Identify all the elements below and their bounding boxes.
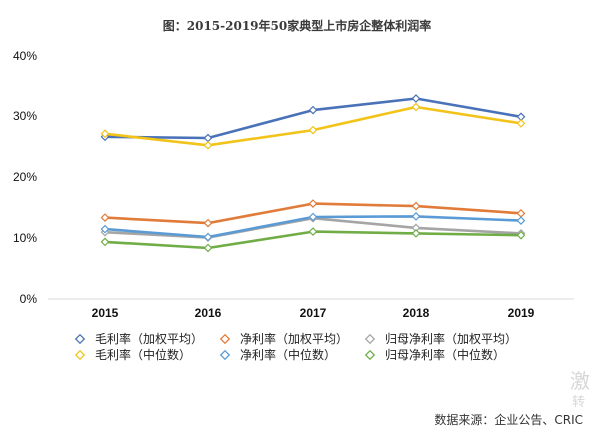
data-point (411, 201, 421, 211)
legend-item: 净利率（加权平均） (219, 331, 348, 346)
data-point (203, 232, 213, 242)
legend-item: 毛利率（中位数） (74, 347, 191, 362)
legend-marker (364, 333, 376, 345)
legend-label: 净利率（加权平均） (240, 331, 348, 346)
legend-item: 毛利率（加权平均） (74, 331, 203, 346)
data-point (203, 140, 213, 150)
legend-label: 净利率（中位数） (240, 347, 336, 362)
data-point (308, 125, 318, 135)
data-point (516, 216, 526, 226)
y-tick-label: 40% (13, 49, 37, 63)
data-point (100, 237, 110, 247)
plot-area (100, 94, 526, 253)
data-point (411, 223, 421, 233)
data-point (308, 227, 318, 236)
y-axis: 0% 10% 20% 30% 40% (13, 49, 37, 306)
x-tick-label: 2017 (300, 306, 327, 320)
x-tick-label: 2016 (195, 306, 222, 320)
data-point (411, 212, 421, 221)
watermark: 转 (572, 395, 585, 410)
source-note: 数据来源：企业公告、CRIC (434, 412, 583, 427)
x-tick-label: 2018 (403, 306, 430, 320)
x-tick-label: 2019 (508, 306, 535, 320)
y-tick-label: 0% (20, 292, 38, 306)
data-point (411, 102, 421, 112)
chart-title: 图：2015-2019年50家典型上市房企整体利润率 (163, 18, 431, 33)
data-point (308, 212, 318, 222)
legend-marker (74, 333, 86, 345)
data-point (203, 218, 213, 228)
data-point (203, 133, 213, 143)
legend-marker (219, 349, 231, 361)
data-point (100, 224, 110, 234)
y-tick-label: 20% (13, 170, 37, 184)
legend-marker (364, 349, 376, 361)
legend-item: 净利率（中位数） (219, 347, 336, 362)
legend-marker (74, 349, 86, 361)
watermark: 激 (570, 369, 590, 393)
data-point (411, 94, 421, 103)
legend-label: 毛利率（中位数） (95, 347, 191, 362)
data-point (516, 112, 526, 122)
legend-marker (219, 333, 231, 345)
data-point (100, 213, 110, 222)
y-tick-label: 10% (13, 231, 37, 245)
data-point (308, 199, 318, 208)
data-point (516, 208, 526, 218)
legend-label: 归母净利率（中位数） (385, 347, 505, 362)
legend-item: 归母净利率（中位数） (364, 347, 505, 362)
data-point (308, 105, 318, 115)
x-tick-label: 2015 (92, 306, 119, 320)
x-axis: 2015 2016 2017 2018 2019 (92, 306, 535, 320)
data-point (516, 230, 526, 240)
data-point (203, 243, 213, 253)
data-point (411, 229, 421, 238)
legend-item: 归母净利率（加权平均） (364, 331, 517, 346)
data-point (100, 129, 110, 139)
legend-label: 归母净利率（加权平均） (385, 331, 517, 346)
y-tick-label: 30% (13, 109, 37, 123)
data-point (516, 119, 526, 128)
legend-label: 毛利率（加权平均） (95, 331, 203, 346)
legend: 毛利率（加权平均） 净利率（加权平均） 归母净利率（加权平均） 毛利率（中位数）… (74, 331, 517, 362)
